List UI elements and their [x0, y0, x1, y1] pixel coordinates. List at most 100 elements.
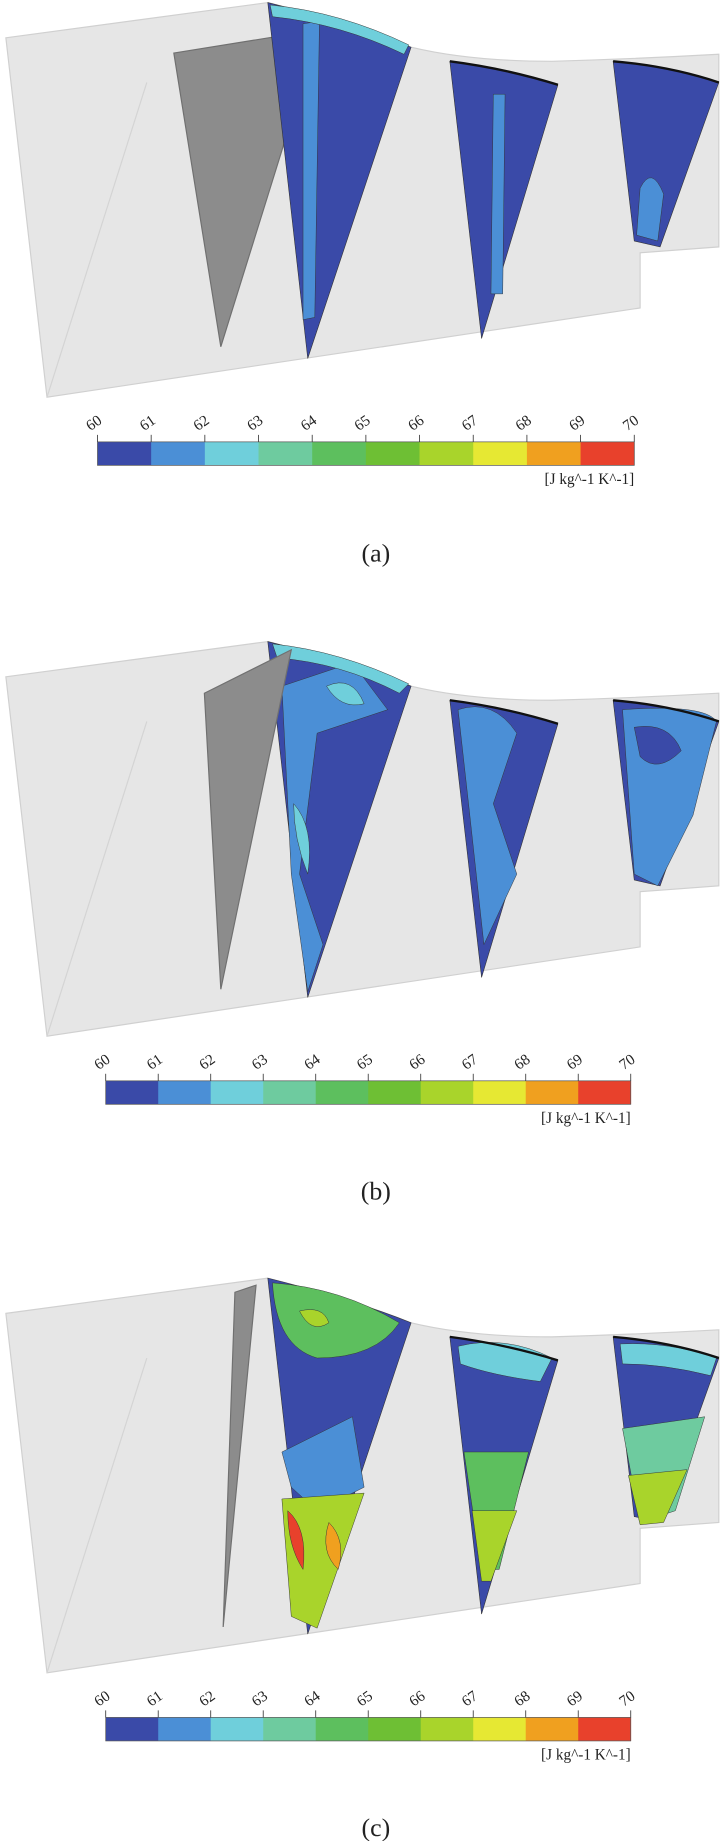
colorbar-segment [204, 441, 259, 466]
colorbar-tick-label: 70 [616, 1687, 639, 1710]
contour-region [281, 662, 388, 992]
colorbar-tick-label: 67 [459, 1687, 482, 1710]
panel: 60 61 62 63 64 65 66 67 68 69 70 [J kg^-1 K^-1] [5, 640, 720, 1127]
colorbar-tick-label: 67 [459, 412, 482, 435]
duct-edge [46, 1357, 148, 1673]
colorbar-tick-label: 66 [405, 412, 428, 435]
colorbar-tick-label: 66 [406, 1687, 429, 1710]
turbine-scene [5, 1, 720, 398]
colorbar-unit: [J kg^-1 K^-1] [541, 1747, 631, 1764]
colorbar-tick-label: 60 [83, 412, 106, 435]
colorbar-segment [263, 1080, 317, 1105]
colorbar-tick-label: 64 [301, 1051, 324, 1074]
colorbar-tick-label: 62 [196, 1687, 218, 1710]
colorbar-tick-label: 62 [196, 1051, 218, 1074]
colorbar-segment [473, 1717, 527, 1741]
colorbar-segment [315, 1080, 369, 1105]
colorbar-tick-label: 67 [459, 1051, 482, 1074]
colorbar-tick-label: 65 [351, 412, 374, 435]
blade [203, 648, 293, 990]
colorbar-tick-label: 61 [137, 412, 159, 435]
contour-region [490, 93, 506, 295]
colorbar-segment [525, 1717, 579, 1741]
contour-region [636, 177, 664, 242]
colorbar-tick-label: 69 [566, 412, 588, 435]
colorbar-segment [525, 1080, 579, 1105]
caption: (a) [362, 539, 391, 568]
colorbar-tick-label: 63 [249, 1051, 272, 1074]
colorbar-tick-label: 64 [298, 412, 321, 435]
colorbar-segment [473, 1080, 527, 1105]
panel: 60 61 62 63 64 65 66 67 68 69 70 [J kg^-1 K^-1] [5, 1, 720, 488]
contour-region [619, 1343, 717, 1376]
colorbar-segment [210, 1717, 264, 1741]
colorbar-segment [580, 441, 635, 466]
colorbar-tick-label: 70 [620, 412, 643, 435]
caption: (c) [362, 1813, 391, 1841]
colorbar-segment [420, 1717, 474, 1741]
colorbar-tick-label: 69 [564, 1051, 586, 1074]
colorbar-segment [368, 1717, 422, 1741]
colorbar-segment [526, 441, 581, 466]
duct-edge [46, 721, 148, 1037]
colorbar-unit: [J kg^-1 K^-1] [545, 471, 635, 488]
colorbar-segment [365, 441, 420, 466]
colorbar-unit: [J kg^-1 K^-1] [541, 1110, 631, 1127]
contour-region [628, 1469, 688, 1526]
colorbar-segment [158, 1080, 212, 1105]
colorbar-tick-label: 68 [511, 1051, 534, 1074]
colorbar-tick-label: 63 [249, 1687, 272, 1710]
caption: (b) [361, 1176, 391, 1205]
contour-region [272, 1282, 400, 1359]
contour-region [471, 1510, 518, 1582]
colorbar-segment [420, 1080, 474, 1105]
colorbar-tick-label: 65 [354, 1687, 377, 1710]
colorbar-tick-label: 60 [91, 1051, 114, 1074]
colorbar-tick-label: 68 [512, 412, 535, 435]
contour-region [326, 682, 365, 706]
contour-region [287, 1510, 305, 1571]
colorbar-tick-label: 68 [511, 1687, 534, 1710]
contour-region [457, 706, 518, 946]
colorbar-segment [263, 1717, 317, 1741]
shroud-edge [449, 699, 720, 725]
colorbar-segment [473, 441, 528, 466]
colorbar-tick-label: 64 [301, 1687, 324, 1710]
colorbar-segment [578, 1080, 632, 1105]
colorbar-segment [419, 441, 474, 466]
turbine-scene [5, 640, 720, 1037]
colorbar-segment [578, 1717, 632, 1741]
shroud-edge [449, 60, 720, 86]
duct-edge [46, 82, 148, 398]
contour-region [293, 803, 310, 875]
colorbar-segment [210, 1080, 264, 1105]
colorbar-segment [312, 441, 367, 466]
colorbar-tick-label: 70 [616, 1051, 639, 1074]
contour-region [299, 1309, 330, 1327]
panel: 60 61 62 63 64 65 66 67 68 69 70 [J kg^-1 K^-1] [5, 1277, 720, 1764]
contour-region [325, 1522, 342, 1570]
colorbar-tick-label: 62 [190, 412, 212, 435]
colorbar-segment [105, 1080, 159, 1105]
colorbar-segment [105, 1717, 159, 1741]
colorbar-tick-label: 66 [406, 1051, 429, 1074]
colorbar-tick-label: 69 [564, 1687, 586, 1710]
colorbar-segment [97, 441, 152, 466]
turbine-scene [5, 1277, 720, 1674]
colorbar-segment [315, 1717, 369, 1741]
colorbar-tick-label: 65 [354, 1051, 377, 1074]
colorbar-tick-label: 63 [244, 412, 267, 435]
contour-region [272, 643, 410, 694]
colorbar-tick-label: 60 [91, 1687, 114, 1710]
colorbar-tick-label: 61 [144, 1051, 166, 1074]
colorbar-segment [258, 441, 313, 466]
contour-region [633, 726, 682, 765]
shroud-edge [449, 1335, 720, 1362]
colorbar-segment [158, 1717, 212, 1741]
contour-region [269, 4, 410, 55]
colorbar-segment [368, 1080, 422, 1105]
colorbar-segment [151, 441, 206, 466]
blade [222, 1284, 257, 1628]
